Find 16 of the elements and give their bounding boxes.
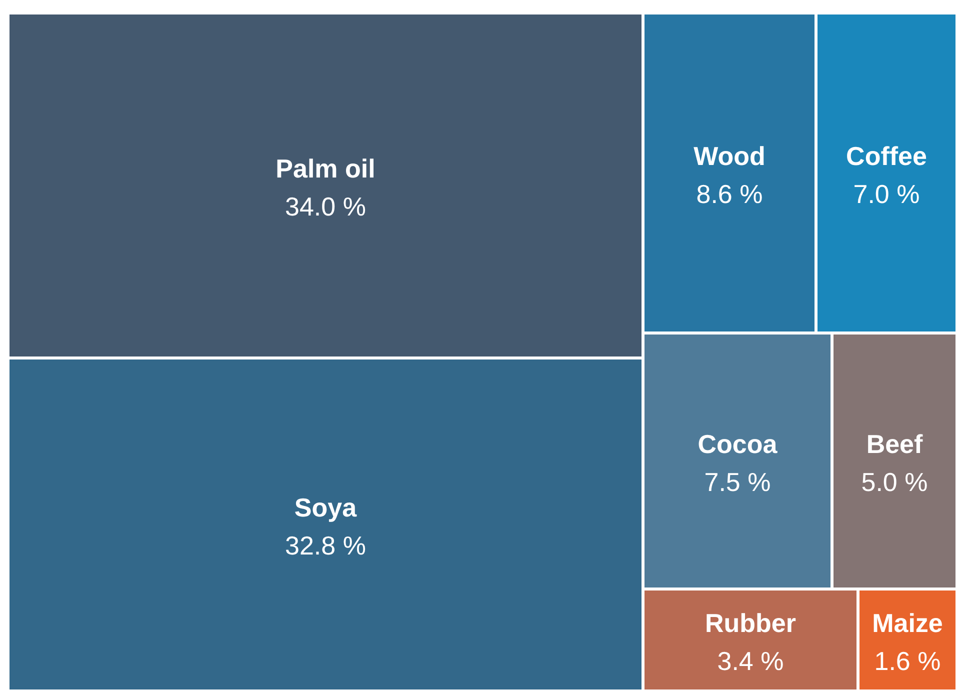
data-label: 8.6 % — [696, 179, 763, 209]
data-label: 3.4 % — [717, 646, 784, 676]
data-label: 32.8 % — [285, 530, 366, 560]
category-label: Soya — [294, 492, 358, 522]
category-label: Palm oil — [276, 154, 376, 184]
category-label: Cocoa — [698, 429, 778, 459]
data-label: 7.5 % — [704, 467, 771, 497]
category-label: Coffee — [846, 141, 927, 171]
data-label: 7.0 % — [853, 179, 920, 209]
category-label: Rubber — [705, 608, 796, 638]
category-label: Beef — [866, 429, 924, 459]
category-label: Maize — [872, 608, 943, 638]
data-label: 5.0 % — [861, 467, 928, 497]
data-label: 1.6 % — [874, 646, 941, 676]
category-label: Wood — [694, 141, 766, 171]
data-label: 34.0 % — [285, 192, 366, 222]
